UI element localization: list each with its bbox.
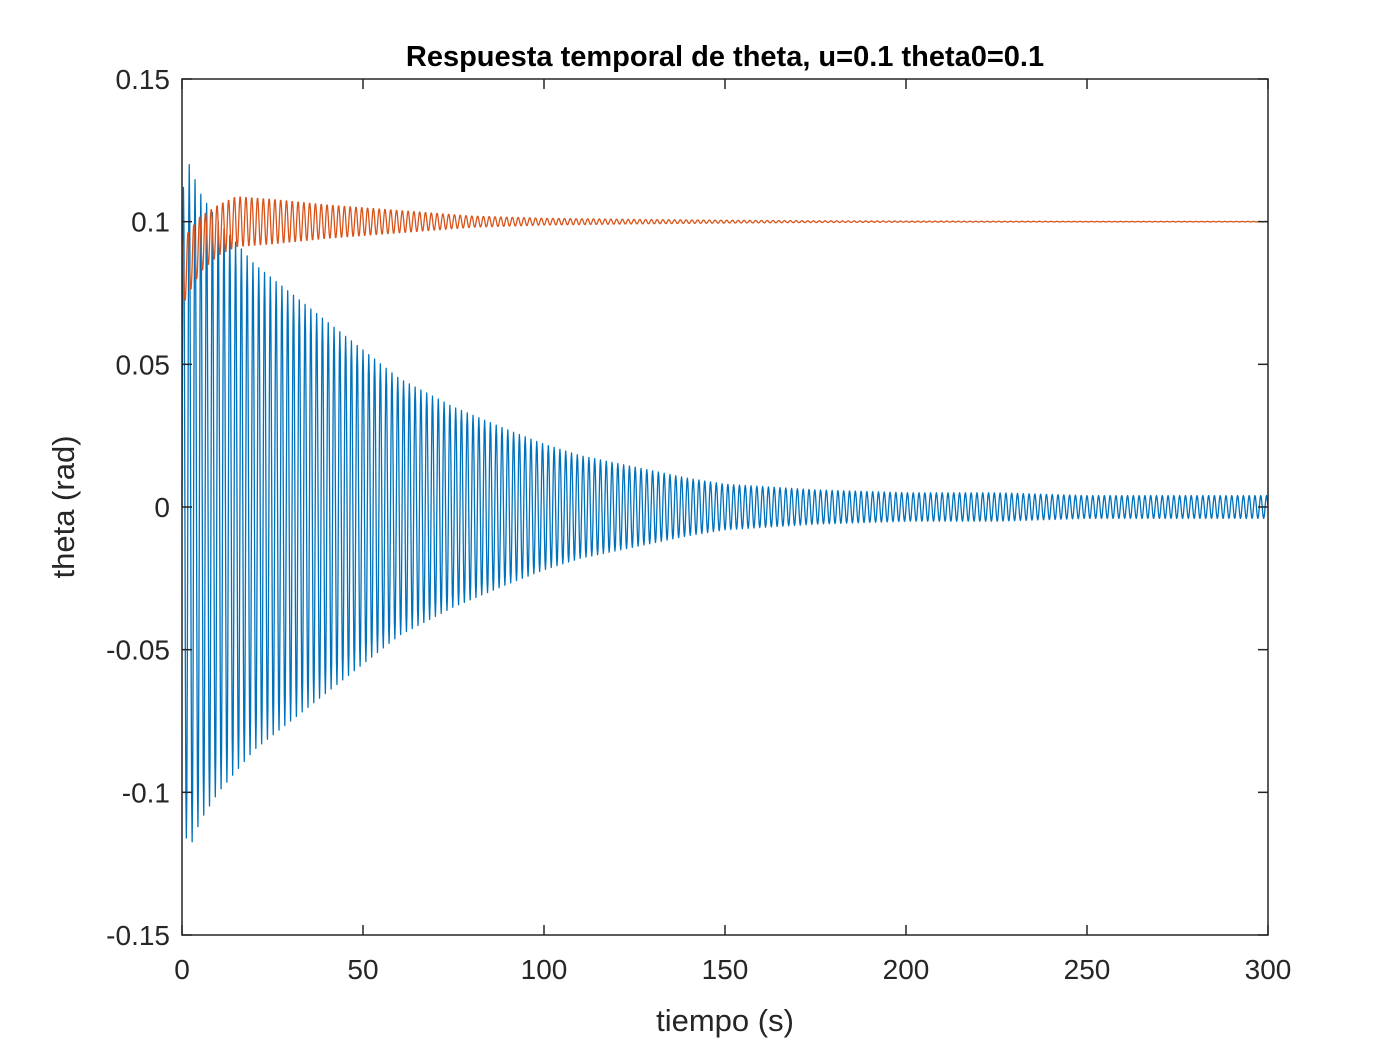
ticks-layer: 0 50 100 150 200 250 300 -0.15 -0.1 -0.05 0 0.05 0.1… bbox=[106, 64, 1291, 985]
y-tick-label: 0 bbox=[154, 492, 170, 523]
x-tick-label: 200 bbox=[883, 954, 930, 985]
x-tick-label: 50 bbox=[347, 954, 378, 985]
y-tick-label: -0.15 bbox=[106, 920, 170, 951]
series-line-orange bbox=[181, 196, 1269, 301]
series-line-blue bbox=[181, 163, 1269, 843]
x-tick-label: 100 bbox=[521, 954, 568, 985]
y-tick-label: -0.1 bbox=[122, 777, 170, 808]
y-axis-label: theta (rad) bbox=[46, 435, 81, 578]
x-tick-label: 150 bbox=[702, 954, 749, 985]
x-tick-label: 300 bbox=[1245, 954, 1292, 985]
chart-title: Respuesta temporal de theta, u=0.1 theta… bbox=[406, 41, 1044, 73]
y-tick-label: 0.1 bbox=[131, 207, 170, 238]
x-tick-label: 0 bbox=[174, 954, 190, 985]
series-layer bbox=[181, 163, 1269, 843]
y-tick-label: 0.15 bbox=[116, 64, 171, 95]
y-tick-label: -0.05 bbox=[106, 635, 170, 666]
y-tick-label: 0.05 bbox=[116, 349, 171, 380]
x-tick-label: 250 bbox=[1064, 954, 1111, 985]
x-axis-label: tiempo (s) bbox=[656, 1003, 794, 1038]
